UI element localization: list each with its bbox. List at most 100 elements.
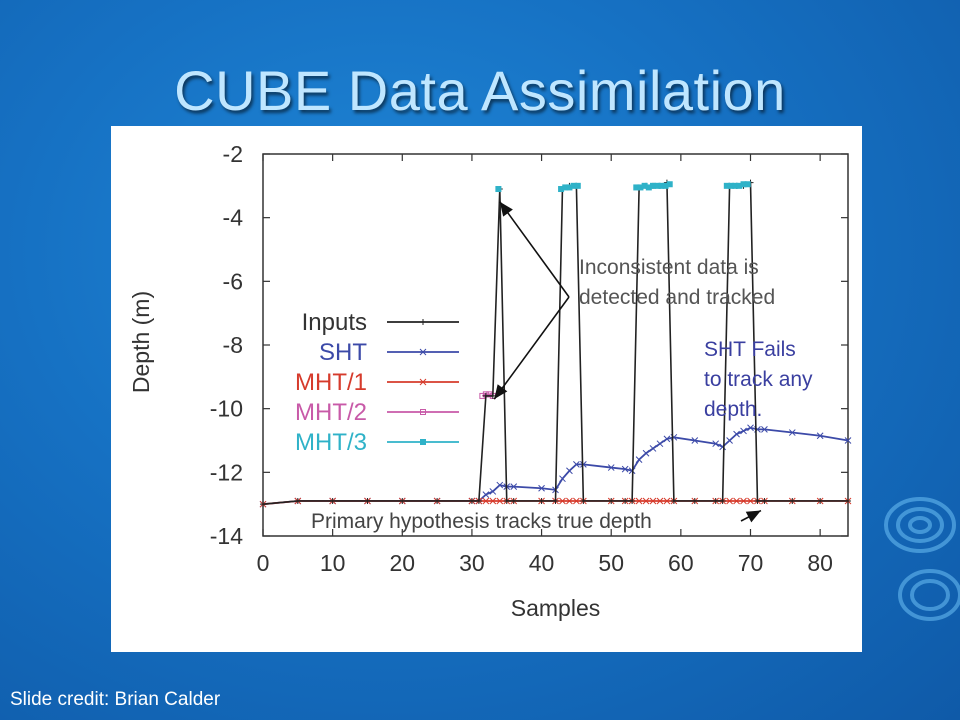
data-point-inputs [712, 497, 719, 504]
data-point-inputs [475, 497, 482, 504]
annotation-primary-text: Primary hypothesis tracks true depth [311, 510, 652, 533]
data-point-inputs [817, 497, 824, 504]
data-point-mht-3 [658, 182, 665, 189]
annotation-sht-fails-text: to track any [704, 368, 813, 391]
data-point-sht [607, 464, 615, 471]
chart-panel: 0 10 20 30 40 50 60 70 80 -2 -4 -6 -8 -10 -12 -14 Sample… [111, 126, 862, 652]
annotation-inconsistent-text: Inconsistent data is [579, 256, 759, 279]
data-point-sht [656, 440, 664, 448]
data-point-mht-3 [495, 186, 502, 193]
data-point-inputs [399, 497, 406, 504]
x-tick-label: 30 [459, 550, 485, 576]
data-point-sht [788, 429, 796, 436]
data-point-inputs [789, 497, 796, 504]
data-point-inputs [629, 497, 636, 504]
data-point-inputs [482, 392, 489, 399]
data-point-inputs [468, 497, 475, 504]
data-point-sht [649, 445, 657, 452]
data-point-sht [726, 437, 733, 444]
data-point-mht-3 [570, 182, 577, 189]
data-point-inputs [510, 497, 517, 504]
data-point-sht [761, 426, 768, 433]
data-point-mht-3 [645, 184, 652, 191]
data-point-sht [816, 432, 824, 440]
legend-label-inputs: Inputs [302, 309, 367, 336]
data-point-inputs [434, 497, 441, 504]
annotation-sht-fails-text: SHT Fails [704, 338, 796, 361]
data-point-mht-3 [744, 181, 751, 188]
data-point-inputs [719, 497, 726, 504]
y-tick-label: -12 [210, 459, 243, 485]
data-point-sht [510, 483, 518, 491]
legend-marker-mht-3 [420, 439, 426, 445]
slide-title: CUBE Data Assimilation [174, 59, 786, 122]
data-point-mht-3 [566, 184, 573, 191]
data-point-inputs [622, 497, 629, 504]
data-point-inputs [503, 497, 510, 504]
y-tick-label: -6 [223, 268, 243, 294]
data-point-mht-1 [635, 497, 643, 505]
data-point-mht-1 [559, 497, 566, 505]
data-point-mht-1 [733, 497, 740, 505]
annotation-arrow-head [499, 201, 513, 217]
data-point-mht-1 [573, 497, 580, 505]
legend-marker-sht [419, 348, 427, 356]
data-point-sht [844, 437, 852, 444]
data-point-mht-3 [740, 181, 747, 188]
x-tick-label: 60 [668, 550, 694, 576]
y-tick-label: -2 [223, 141, 243, 167]
x-tick-label: 50 [598, 550, 624, 576]
data-point-mht-3 [728, 182, 734, 189]
ripple-decoration [884, 497, 960, 621]
x-tick-label: 10 [320, 550, 346, 576]
x-tick-label: 70 [738, 550, 764, 576]
data-point-mht-3 [641, 182, 648, 189]
annotation-arrow-head [745, 510, 761, 523]
data-point-sht [740, 427, 747, 435]
data-point-mht-3 [736, 182, 743, 189]
data-point-mht-3 [558, 186, 565, 193]
data-point-inputs [754, 497, 761, 504]
data-point-mht-1 [747, 497, 754, 505]
series-mht-3 [495, 181, 751, 193]
legend: Inputs SHT MHT/1 MHT/2 MHT/3 [295, 309, 459, 456]
data-point-inputs [580, 497, 587, 504]
annotation-arrow-line [493, 296, 570, 400]
data-point-mht-1 [726, 497, 733, 505]
data-point-mht-1 [642, 497, 650, 505]
data-point-sht [663, 435, 671, 443]
data-point-mht-3 [732, 182, 739, 189]
y-tick-label: -4 [223, 205, 244, 231]
depth-chart: 0 10 20 30 40 50 60 70 80 -2 -4 -6 -8 -10 -12 -14 Sample… [128, 141, 852, 621]
data-point-mht-1 [649, 497, 657, 505]
data-point-mht-3 [637, 184, 644, 191]
annotation-arrow-head [494, 384, 508, 400]
data-point-sht [635, 456, 643, 463]
data-point-mht-1 [656, 497, 664, 505]
data-point-sht [580, 461, 587, 468]
legend-label-mht-3: MHT/3 [295, 429, 367, 456]
data-point-sht [496, 481, 504, 489]
data-point-sht [573, 461, 580, 468]
data-point-mht-1 [663, 497, 671, 505]
legend-marker-mht-1 [419, 378, 427, 386]
annotation-arrow-line [499, 201, 570, 298]
y-tick-label: -10 [210, 396, 243, 422]
data-point-sht [712, 440, 720, 448]
data-point-inputs [691, 497, 698, 504]
data-point-mht-3 [650, 182, 656, 189]
data-point-inputs [364, 497, 371, 504]
slide-credit: Slide credit: Brian Calder [10, 689, 221, 710]
data-point-sht [747, 424, 754, 432]
data-point-mht-3 [633, 184, 640, 191]
data-point-mht-3 [654, 182, 661, 189]
legend-marker-inputs [420, 319, 426, 325]
data-point-sht [566, 467, 573, 475]
x-tick-label: 20 [389, 550, 415, 576]
x-tick-label: 0 [257, 550, 270, 576]
data-point-mht-3 [666, 181, 673, 188]
data-point-mht-3 [662, 182, 669, 189]
y-axis-label: Depth (m) [128, 291, 154, 393]
data-point-inputs [489, 392, 496, 399]
data-point-inputs [552, 497, 559, 504]
